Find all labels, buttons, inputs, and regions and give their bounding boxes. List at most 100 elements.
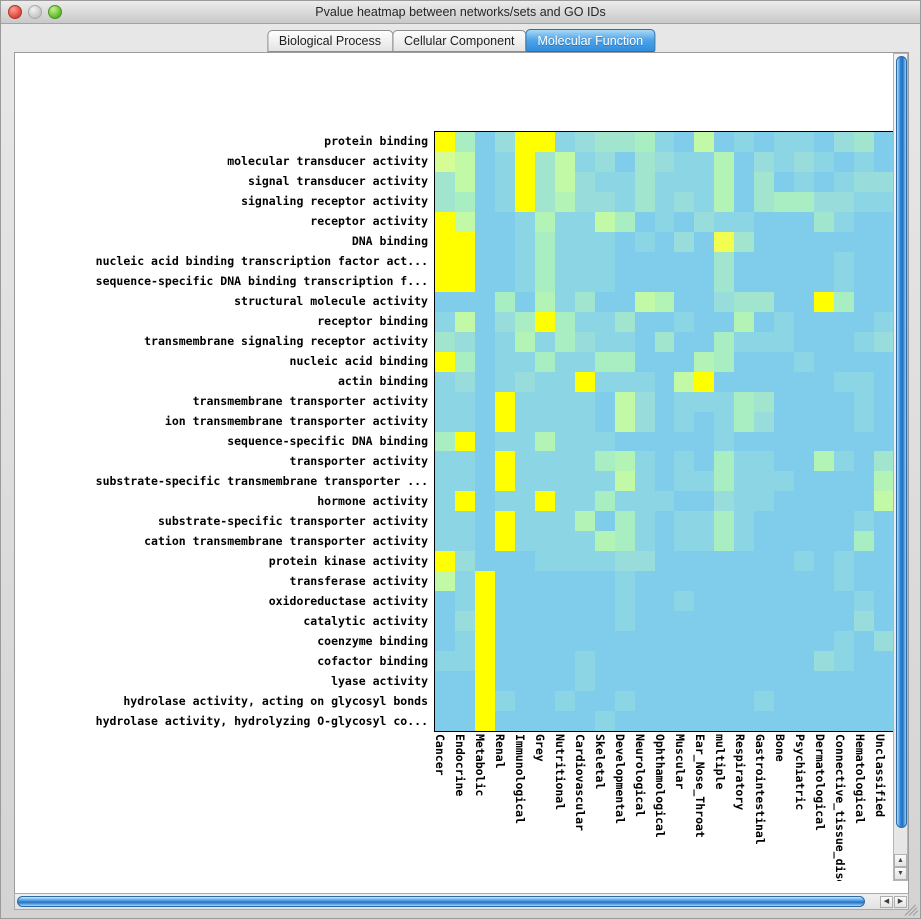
heatmap-cell[interactable] — [594, 611, 615, 632]
heatmap-cell[interactable] — [514, 251, 535, 272]
heatmap-cell[interactable] — [454, 491, 475, 512]
heatmap-cell[interactable] — [854, 491, 875, 512]
heatmap-cell[interactable] — [734, 132, 755, 152]
heatmap-cell[interactable] — [574, 671, 595, 692]
heatmap-cell[interactable] — [554, 571, 575, 592]
heatmap-cell[interactable] — [714, 291, 735, 312]
heatmap-cell[interactable] — [674, 171, 695, 192]
heatmap-cell[interactable] — [594, 431, 615, 452]
heatmap-cell[interactable] — [814, 631, 835, 652]
heatmap-cell[interactable] — [694, 151, 715, 172]
heatmap-cell[interactable] — [634, 211, 655, 232]
heatmap-cell[interactable] — [674, 551, 695, 572]
heatmap-cell[interactable] — [814, 511, 835, 532]
heatmap-cell[interactable] — [874, 151, 894, 172]
heatmap-cell[interactable] — [454, 411, 475, 432]
heatmap-cell[interactable] — [634, 371, 655, 392]
heatmap-cell[interactable] — [534, 311, 555, 332]
heatmap-cell[interactable] — [734, 611, 755, 632]
heatmap-cell[interactable] — [534, 171, 555, 192]
heatmap-cell[interactable] — [534, 451, 555, 472]
heatmap-cell[interactable] — [734, 371, 755, 392]
heatmap-cell[interactable] — [435, 311, 455, 332]
heatmap-cell[interactable] — [814, 331, 835, 352]
heatmap-cell[interactable] — [474, 311, 495, 332]
heatmap-cell[interactable] — [574, 211, 595, 232]
heatmap-cell[interactable] — [754, 611, 775, 632]
heatmap-cell[interactable] — [834, 371, 855, 392]
heatmap-cell[interactable] — [774, 231, 795, 252]
heatmap-cell[interactable] — [494, 171, 515, 192]
heatmap-cell[interactable] — [554, 691, 575, 712]
heatmap-cell[interactable] — [774, 711, 795, 731]
heatmap-cell[interactable] — [594, 651, 615, 672]
heatmap-cell[interactable] — [494, 691, 515, 712]
heatmap-cell[interactable] — [674, 671, 695, 692]
heatmap-cell[interactable] — [594, 191, 615, 212]
heatmap-cell[interactable] — [674, 211, 695, 232]
heatmap-cell[interactable] — [435, 171, 455, 192]
heatmap-cell[interactable] — [574, 591, 595, 612]
heatmap-cell[interactable] — [794, 331, 815, 352]
heatmap-cell[interactable] — [794, 531, 815, 552]
heatmap-cell[interactable] — [634, 451, 655, 472]
heatmap-cell[interactable] — [514, 611, 535, 632]
heatmap-cell[interactable] — [554, 132, 575, 152]
heatmap-cell[interactable] — [454, 251, 475, 272]
heatmap-cell[interactable] — [714, 151, 735, 172]
heatmap-cell[interactable] — [594, 331, 615, 352]
heatmap-cell[interactable] — [554, 491, 575, 512]
window-resize-grip[interactable] — [904, 903, 918, 917]
heatmap-cell[interactable] — [514, 511, 535, 532]
heatmap-cell[interactable] — [774, 691, 795, 712]
heatmap-cell[interactable] — [694, 551, 715, 572]
heatmap-cell[interactable] — [794, 671, 815, 692]
heatmap-cell[interactable] — [854, 391, 875, 412]
heatmap-cell[interactable] — [514, 211, 535, 232]
heatmap-cell[interactable] — [594, 211, 615, 232]
heatmap-cell[interactable] — [834, 611, 855, 632]
heatmap-cell[interactable] — [714, 591, 735, 612]
heatmap-cell[interactable] — [854, 351, 875, 372]
heatmap-cell[interactable] — [694, 711, 715, 731]
heatmap-cell[interactable] — [454, 471, 475, 492]
heatmap-cell[interactable] — [694, 171, 715, 192]
heatmap-cell[interactable] — [874, 471, 894, 492]
heatmap-cell[interactable] — [814, 671, 835, 692]
heatmap-cell[interactable] — [614, 471, 635, 492]
heatmap-cell[interactable] — [754, 451, 775, 472]
heatmap-cell[interactable] — [874, 371, 894, 392]
heatmap-cell[interactable] — [754, 471, 775, 492]
heatmap-cell[interactable] — [654, 491, 675, 512]
heatmap-cell[interactable] — [554, 231, 575, 252]
heatmap-cell[interactable] — [614, 611, 635, 632]
heatmap-cell[interactable] — [834, 351, 855, 372]
heatmap-cell[interactable] — [474, 531, 495, 552]
heatmap-cell[interactable] — [594, 251, 615, 272]
heatmap-cell[interactable] — [834, 531, 855, 552]
heatmap-cell[interactable] — [674, 351, 695, 372]
heatmap-cell[interactable] — [574, 711, 595, 731]
heatmap-cell[interactable] — [614, 671, 635, 692]
heatmap-cell[interactable] — [654, 151, 675, 172]
heatmap-cell[interactable] — [774, 151, 795, 172]
heatmap-cell[interactable] — [734, 531, 755, 552]
heatmap-cell[interactable] — [714, 511, 735, 532]
heatmap-cell[interactable] — [814, 451, 835, 472]
heatmap-cell[interactable] — [574, 531, 595, 552]
heatmap-cell[interactable] — [674, 391, 695, 412]
heatmap-cell[interactable] — [654, 471, 675, 492]
heatmap-cell[interactable] — [614, 511, 635, 532]
heatmap-cell[interactable] — [494, 671, 515, 692]
heatmap-cell[interactable] — [474, 551, 495, 572]
heatmap-cell[interactable] — [774, 591, 795, 612]
heatmap-cell[interactable] — [794, 591, 815, 612]
heatmap-cell[interactable] — [734, 491, 755, 512]
heatmap-cell[interactable] — [454, 631, 475, 652]
heatmap-cell[interactable] — [494, 151, 515, 172]
heatmap-cell[interactable] — [814, 691, 835, 712]
heatmap-cell[interactable] — [774, 311, 795, 332]
heatmap-cell[interactable] — [574, 291, 595, 312]
heatmap-cell[interactable] — [834, 231, 855, 252]
heatmap-cell[interactable] — [674, 511, 695, 532]
